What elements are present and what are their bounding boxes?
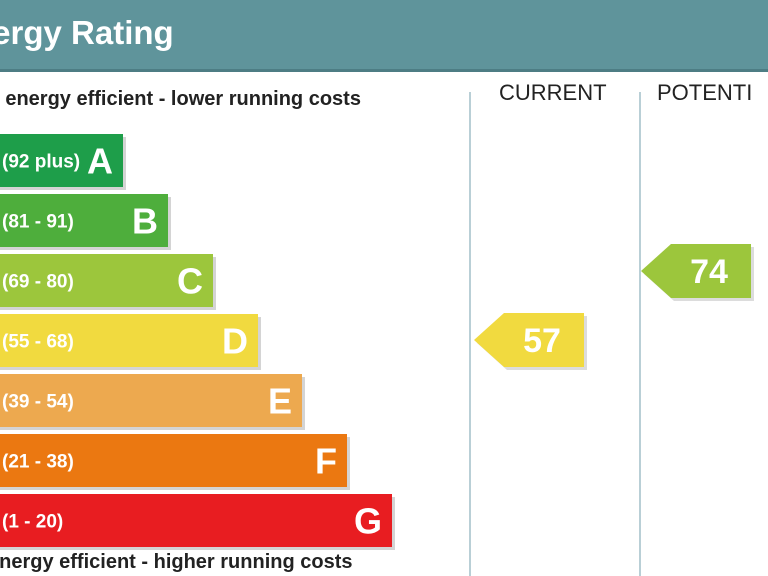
band-letter: G: [354, 501, 382, 542]
column-divider: [469, 92, 471, 576]
band-range-label: (21 - 38): [2, 452, 74, 473]
band-bar: [0, 314, 258, 367]
band-bar: [0, 254, 213, 307]
band-range-label: (69 - 80): [2, 272, 74, 293]
band-letter: D: [222, 321, 248, 362]
bottom-caption: energy efficient - higher running costs: [0, 551, 353, 573]
band-bar: [0, 194, 168, 247]
band-range-label: (81 - 91): [2, 212, 74, 233]
band-letter: A: [87, 141, 113, 182]
band-bar: [0, 494, 392, 547]
arrow-shape: [641, 244, 751, 298]
band-bar: [0, 134, 123, 187]
current-column-header: CURRENT: [499, 80, 607, 105]
rating-band-f: (21 - 38) F: [0, 434, 350, 490]
top-caption: st energy efficient - lower running cost…: [0, 88, 361, 110]
rating-band-d: (55 - 68) D: [0, 314, 261, 370]
band-letter: C: [177, 261, 203, 302]
band-range-label: (55 - 68): [2, 332, 74, 353]
band-bar: [0, 374, 302, 427]
rating-value: 74: [690, 253, 728, 291]
rating-band-e: (39 - 54) E: [0, 374, 305, 430]
band-range-label: (39 - 54): [2, 392, 74, 413]
band-letter: F: [315, 441, 337, 482]
potential-column-header: POTENTI: [657, 80, 753, 105]
rating-band-b: (81 - 91) B: [0, 194, 171, 250]
rating-band-c: (69 - 80) C: [0, 254, 216, 310]
rating-band-a: (92 plus) A: [0, 134, 126, 190]
current-rating-arrow: 57: [474, 313, 587, 370]
band-letter: B: [132, 201, 158, 242]
header-bar: nergy Rating: [0, 0, 768, 72]
chart-title: nergy Rating: [0, 14, 174, 51]
band-range-label: (92 plus): [2, 152, 80, 173]
potential-rating-arrow: 74: [641, 244, 754, 301]
rating-value: 57: [523, 322, 561, 360]
rating-band-g: (1 - 20) G: [0, 494, 395, 550]
band-letter: E: [268, 381, 292, 422]
arrow-shape: [474, 313, 584, 367]
column-divider: [639, 92, 641, 576]
band-bar: [0, 434, 347, 487]
band-range-label: (1 - 20): [2, 512, 63, 533]
